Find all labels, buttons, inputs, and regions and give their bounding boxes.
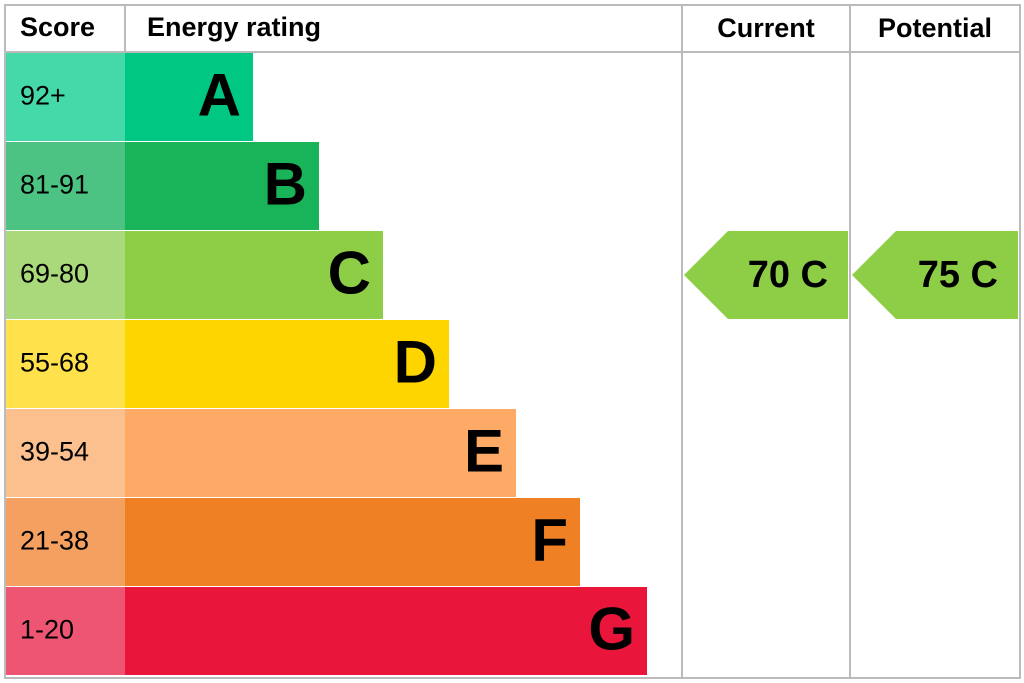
score-cell xyxy=(6,409,125,497)
score-cell xyxy=(6,498,125,586)
rating-letter: C xyxy=(328,239,371,306)
rating-bar xyxy=(125,498,580,586)
potential-arrow xyxy=(852,231,1018,319)
score-range: 21-38 xyxy=(20,526,89,556)
score-cell xyxy=(6,231,125,319)
score-cell xyxy=(6,587,125,675)
score-cell xyxy=(6,53,125,141)
score-range: 55-68 xyxy=(20,348,89,378)
rating-letter: A xyxy=(198,61,241,128)
rating-letter: B xyxy=(264,150,307,217)
header-score: Score xyxy=(20,12,95,42)
rating-bar xyxy=(125,53,253,141)
score-range: 1-20 xyxy=(20,615,74,645)
rating-letter: F xyxy=(531,506,568,573)
header-current: Current xyxy=(717,13,815,43)
current-rating: 70 C xyxy=(748,254,828,296)
score-range: 69-80 xyxy=(20,259,89,289)
current-arrow xyxy=(684,231,848,319)
potential-rating: 75 C xyxy=(918,254,998,296)
rating-bar xyxy=(125,587,647,675)
score-range: 39-54 xyxy=(20,437,89,467)
rating-bar xyxy=(125,142,319,230)
rating-bar xyxy=(125,409,516,497)
rating-bar xyxy=(125,320,449,408)
rating-letter: D xyxy=(394,328,437,395)
rating-letter: E xyxy=(464,417,504,484)
score-cell xyxy=(6,320,125,408)
rating-bar xyxy=(125,231,383,319)
score-range: 92+ xyxy=(20,81,66,111)
score-range: 81-91 xyxy=(20,170,89,200)
header-energy-rating: Energy rating xyxy=(147,12,321,42)
rating-letter: G xyxy=(588,595,635,662)
header-potential: Potential xyxy=(878,13,992,43)
score-cell xyxy=(6,142,125,230)
